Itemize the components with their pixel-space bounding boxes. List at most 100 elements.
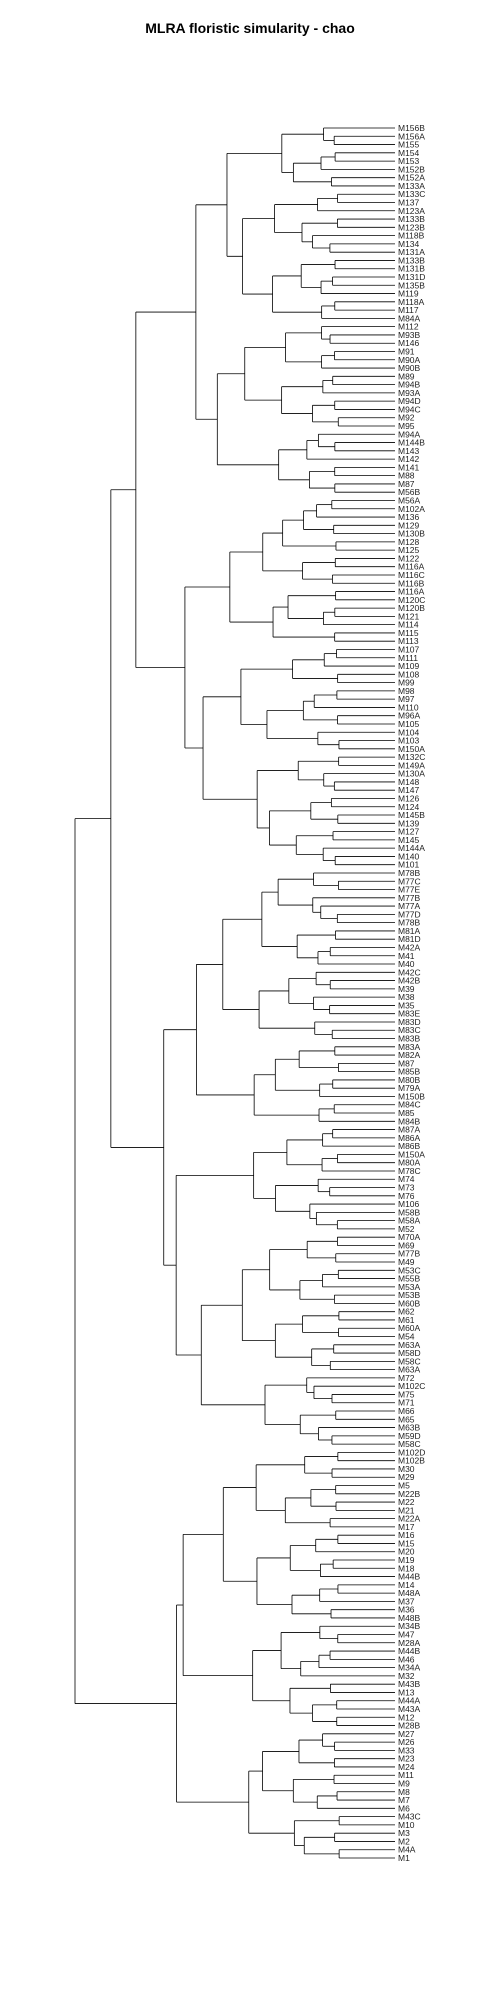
leaf-label: M102A — [398, 504, 425, 514]
leaf-label: M21 — [398, 1505, 415, 1515]
leaf-label: M13 — [398, 1687, 415, 1697]
leaf-label: M43A — [398, 1704, 421, 1714]
leaf-label: M135B — [398, 280, 425, 290]
leaf-label: M96A — [398, 711, 421, 721]
leaf-label: M43C — [398, 1812, 421, 1822]
leaf-label: M121 — [398, 611, 420, 621]
leaf-label: M111 — [398, 653, 418, 663]
leaf-label: M27 — [398, 1729, 415, 1739]
leaf-label: M132C — [398, 752, 425, 762]
leaf-label: M2 — [398, 1836, 410, 1846]
leaf-label: M156B — [398, 123, 425, 133]
leaf-label: M8 — [398, 1787, 410, 1797]
leaf-label: M85 — [398, 1108, 415, 1118]
leaf-label: M9 — [398, 1779, 410, 1789]
leaf-label: M94D — [398, 396, 421, 406]
leaf-label: M142 — [398, 454, 420, 464]
leaf-label: M125 — [398, 545, 420, 555]
leaf-label: M152B — [398, 164, 425, 174]
leaf-label: M123A — [398, 206, 425, 216]
leaf-label: M35 — [398, 1000, 415, 1010]
leaf-label: M86B — [398, 1141, 421, 1151]
leaf-label: M7 — [398, 1795, 410, 1805]
leaf-label: M22B — [398, 1489, 421, 1499]
leaf-label: M10 — [398, 1820, 415, 1830]
leaf-label: M81A — [398, 926, 421, 936]
leaf-label: M97 — [398, 694, 415, 704]
leaf-label: M79A — [398, 1083, 421, 1093]
leaf-label: M77E — [398, 885, 421, 895]
leaf-label: M131B — [398, 264, 425, 274]
leaf-label: M77A — [398, 901, 421, 911]
leaf-label: M116A — [398, 587, 425, 597]
leaf-label: M34A — [398, 1663, 421, 1673]
leaf-label: M29 — [398, 1472, 415, 1482]
leaf-label: M124 — [398, 802, 420, 812]
leaf-label: M117 — [398, 305, 419, 315]
leaf-label: M77D — [398, 909, 421, 919]
leaf-label: M155 — [398, 140, 420, 150]
leaf-label: M42B — [398, 976, 421, 986]
leaf-label: M5 — [398, 1481, 410, 1491]
leaf-label: M131A — [398, 247, 425, 257]
leaf-label: M105 — [398, 719, 420, 729]
leaf-label: M144A — [398, 843, 425, 853]
leaf-label: M58C — [398, 1356, 421, 1366]
leaf-label: M80B — [398, 1075, 421, 1085]
leaf-label: M53B — [398, 1290, 421, 1300]
leaf-label: M146 — [398, 338, 420, 348]
leaf-label: M84C — [398, 1100, 421, 1110]
leaf-label: M120B — [398, 603, 425, 613]
leaf-label: M53A — [398, 1282, 421, 1292]
leaf-label: M102B — [398, 1456, 425, 1466]
leaf-label: M59D — [398, 1431, 421, 1441]
leaf-label: M42C — [398, 967, 421, 977]
leaf-label: M152A — [398, 173, 425, 183]
leaf-label: M140 — [398, 851, 420, 861]
leaf-label: M6 — [398, 1803, 410, 1813]
leaf-label: M15 — [398, 1538, 415, 1548]
leaf-label: M48B — [398, 1613, 421, 1623]
leaf-label: M77C — [398, 876, 421, 886]
leaf-label: M44B — [398, 1572, 421, 1582]
dendrogram-branches — [74, 127, 395, 1859]
leaf-label: M77B — [398, 1249, 421, 1259]
leaf-label: M63A — [398, 1365, 421, 1375]
leaf-label: M72 — [398, 1373, 415, 1383]
leaf-label: M103 — [398, 736, 420, 746]
leaf-label: M80A — [398, 1158, 421, 1168]
leaf-label: M104 — [398, 727, 420, 737]
leaf-label: M83B — [398, 1034, 421, 1044]
leaf-label: M110 — [398, 702, 419, 712]
leaf-label: M54 — [398, 1332, 415, 1342]
leaf-label: M128 — [398, 537, 420, 547]
leaf-label: M147 — [398, 785, 420, 795]
leaf-label: M77B — [398, 893, 421, 903]
leaf-label: M43B — [398, 1679, 421, 1689]
leaf-label: M53C — [398, 1265, 421, 1275]
leaf-label: M95 — [398, 421, 415, 431]
leaf-label: M66 — [398, 1406, 415, 1416]
leaf-label: M63B — [398, 1423, 421, 1433]
leaf-label: M116A — [398, 562, 425, 572]
leaf-label: M69 — [398, 1240, 415, 1250]
leaf-label: M47 — [398, 1630, 415, 1640]
leaf-label: M123B — [398, 222, 425, 232]
leaf-label: M134 — [398, 239, 420, 249]
leaf-label: M49 — [398, 1257, 415, 1267]
leaf-label: M1 — [398, 1853, 410, 1863]
leaf-label: M90A — [398, 355, 421, 365]
leaf-label: M93A — [398, 388, 421, 398]
leaf-label: M85B — [398, 1067, 421, 1077]
leaf-label: M139 — [398, 818, 420, 828]
leaf-label: M90B — [398, 363, 421, 373]
leaf-label: M78B — [398, 868, 421, 878]
leaf-label: M150A — [398, 744, 425, 754]
leaf-label: M74 — [398, 1174, 415, 1184]
leaf-label: M12 — [398, 1712, 415, 1722]
leaf-label: M18 — [398, 1563, 415, 1573]
leaf-label: M56B — [398, 487, 421, 497]
leaf-label: M88 — [398, 471, 415, 481]
leaf-label: M46 — [398, 1654, 415, 1664]
leaf-label: M84A — [398, 313, 421, 323]
